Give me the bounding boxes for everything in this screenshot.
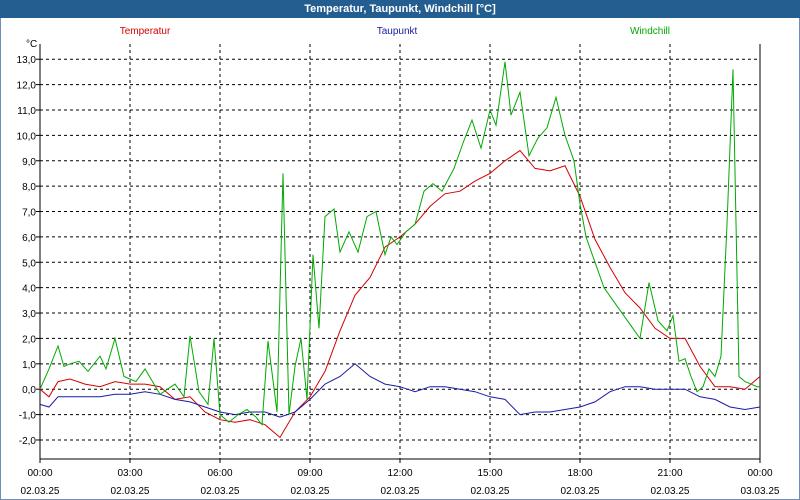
x-tick-time: 00:00 [27, 468, 52, 479]
y-tick-label: 2,0 [22, 334, 36, 345]
x-tick-date: 02.03.25 [111, 486, 150, 497]
y-tick-label: 3,0 [22, 309, 36, 320]
x-tick-date: 02.03.25 [651, 486, 690, 497]
x-tick-date: 02.03.25 [291, 486, 330, 497]
x-tick-date: 02.03.25 [201, 486, 240, 497]
series-line-windchill [39, 61, 760, 427]
x-tick-time: 15:00 [477, 468, 502, 479]
y-tick-label: 5,0 [22, 258, 36, 269]
legend-item-temperatur: Temperatur [120, 26, 171, 37]
y-tick-label: 8,0 [22, 182, 36, 193]
x-tick-date: 02.03.25 [561, 486, 600, 497]
series-lines [39, 61, 761, 439]
y-tick-label: 4,0 [22, 284, 36, 295]
y-tick-label: 0,0 [22, 385, 36, 396]
chart-title: Temperatur, Taupunkt, Windchill [°C] [0, 0, 800, 18]
y-tick-label: 7,0 [22, 208, 36, 219]
y-tick-label: -1,0 [19, 411, 37, 422]
y-tick-label: 6,0 [22, 233, 36, 244]
x-tick-time: 18:00 [567, 468, 592, 479]
x-tick-labels: 00:00 02.03.25 03:00 02.03.25 06:00 02.03.25 0… [21, 459, 780, 497]
y-tick-labels: -2,0 -1,0 0,0 1,0 2,0 3,0 4,0 5,0 6,0 7,0 8,0 9,0 10… [17, 55, 40, 447]
legend: Temperatur Taupunkt Windchill [120, 26, 670, 37]
legend-item-windchill: Windchill [630, 26, 670, 37]
x-tick-date: 02.03.25 [21, 486, 60, 497]
x-tick-date: 02.03.25 [381, 486, 420, 497]
x-tick-time: 06:00 [207, 468, 232, 479]
x-tick-time: 12:00 [387, 468, 412, 479]
legend-item-taupunkt: Taupunkt [377, 26, 418, 37]
x-tick-time: 00:00 [747, 468, 772, 479]
x-tick-date: 02.03.25 [471, 486, 510, 497]
y-tick-label: 1,0 [22, 360, 36, 371]
x-tick-date: 03.03.25 [741, 486, 780, 497]
x-tick-time: 03:00 [117, 468, 142, 479]
y-axis-unit: °C [26, 39, 37, 50]
y-tick-label: 10,0 [17, 131, 37, 142]
y-tick-label: 13,0 [17, 55, 37, 66]
series-line-taupunkt [39, 363, 761, 418]
series-line-temperatur [39, 149, 761, 439]
y-tick-label: -2,0 [19, 436, 37, 447]
y-tick-label: 12,0 [17, 81, 37, 92]
x-tick-time: 21:00 [657, 468, 682, 479]
grid-lines [40, 44, 760, 459]
y-tick-label: 11,0 [17, 106, 36, 117]
y-tick-label: 9,0 [22, 157, 36, 168]
x-tick-time: 09:00 [297, 468, 322, 479]
